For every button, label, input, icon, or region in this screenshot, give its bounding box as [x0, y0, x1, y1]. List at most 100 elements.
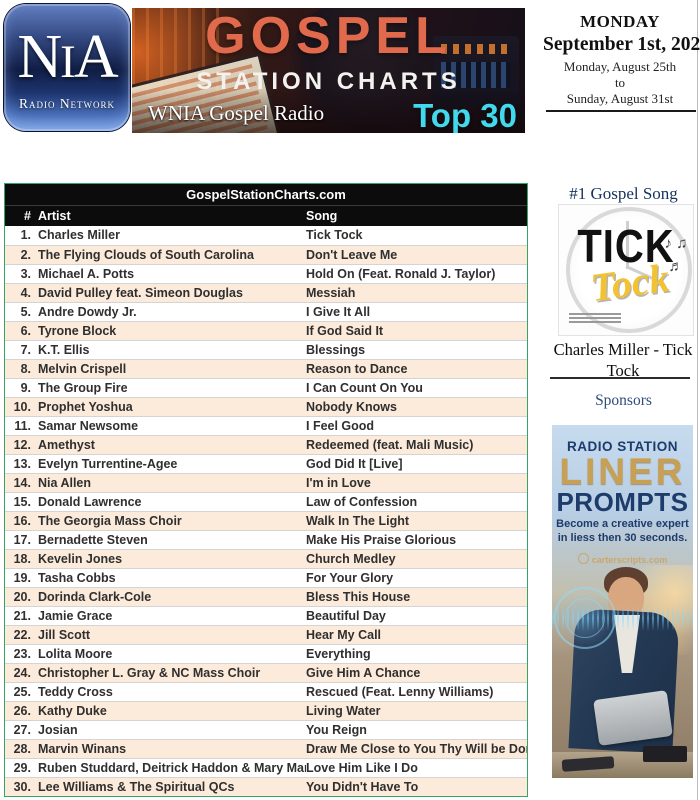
artist-cell: Michael A. Potts	[38, 267, 135, 281]
gospel-station-charts-banner: GOSPEL STATION CHARTS WNIA Gospel Radio …	[132, 8, 525, 133]
song-cell: Love Him Like I Do	[306, 761, 418, 775]
nia-radio-network-logo[interactable]: NIA Radio Network	[4, 4, 130, 131]
artist-cell: Teddy Cross	[38, 685, 113, 699]
artist-cell: Evelyn Turrentine-Agee	[38, 457, 178, 471]
song-cell: Everything	[306, 647, 371, 661]
table-row: 2. The Flying Clouds of South Carolina Don…	[5, 245, 527, 264]
liner-prompts-ad[interactable]: RADIO STATION LINER PROMPTS Become a cre…	[552, 425, 693, 778]
artist-cell: Lolita Moore	[38, 647, 113, 661]
table-row: 8. Melvin Crispell Reason to Dance	[5, 359, 527, 378]
top30-badge: Top 30	[413, 97, 517, 133]
song-cell: You Reign	[306, 723, 367, 737]
artist-cell: Dorinda Clark-Cole	[38, 590, 152, 604]
number-one-gospel-song-label: #1 Gospel Song	[569, 184, 678, 203]
song-cell: You Didn't Have To	[306, 780, 419, 794]
song-cell: I Give It All	[306, 305, 371, 319]
song-column-header: Song	[306, 209, 338, 223]
artist-cell: The Georgia Mass Choir	[38, 514, 182, 528]
chart-body: 1. Charles Miller Tick Tock 2. The Flying Cl…	[5, 226, 527, 796]
song-cell: For Your Glory	[306, 571, 394, 585]
rank-cell: 9.	[20, 381, 31, 395]
rank-cell: 17.	[13, 533, 31, 547]
table-row: 10. Prophet Yoshua Nobody Knows	[5, 397, 527, 416]
song-cell: Nobody Knows	[306, 400, 397, 414]
album-fineprint-graphic	[569, 313, 621, 325]
rank-cell: 5.	[20, 305, 31, 319]
song-cell: Blessings	[306, 343, 366, 357]
song-cell: Give Him A Chance	[306, 666, 421, 680]
date-label: September 1st, 2025	[543, 34, 700, 55]
table-row: 5. Andre Dowdy Jr. I Give It All	[5, 302, 527, 321]
song-cell: Redeemed (feat. Mali Music)	[306, 438, 474, 452]
song-cell: Reason to Dance	[306, 362, 408, 376]
table-row: 28. Marvin Winans Draw Me Close to You Thy…	[5, 739, 527, 758]
banner-subtitle: STATION CHARTS	[196, 68, 461, 95]
rank-cell: 14.	[13, 476, 31, 490]
table-row: 22. Jill Scott Hear My Call	[5, 625, 527, 644]
table-row: 9. The Group Fire I Can Count On You	[5, 378, 527, 397]
tick-tock-album-art: TICK Tock ♪ ♫ ♬	[559, 205, 693, 335]
rank-column-header: #	[24, 209, 31, 223]
table-row: 30. Lee Williams & The Spiritual QCs You D…	[5, 777, 527, 796]
song-cell: Living Water	[306, 704, 381, 718]
rank-cell: 19.	[13, 571, 31, 585]
ad-site-label: carterscripts.com	[591, 555, 668, 565]
businessman-photo-graphic	[552, 565, 693, 778]
date-block: MONDAY September 1st, 2025 Monday, Augus…	[543, 12, 700, 107]
banner-title: GOSPEL	[205, 8, 452, 65]
table-row: 15. Donald Lawrence Law of Confession	[5, 492, 527, 511]
ad-radio-station-label: RADIO STATION	[567, 439, 678, 454]
table-row: 19. Tasha Cobbs For Your Glory	[5, 568, 527, 587]
banner-bottom-shade	[132, 89, 525, 133]
artist-cell: Jamie Grace	[38, 609, 113, 623]
table-row: 23. Lolita Moore Everything	[5, 644, 527, 663]
rank-cell: 4.	[20, 286, 31, 300]
sponsors-link[interactable]: Sponsors	[595, 392, 652, 409]
table-header-row: # Artist Song	[5, 205, 527, 226]
table-row: 6. Tyrone Block If God Said It	[5, 321, 527, 340]
artist-cell: Andre Dowdy Jr.	[38, 305, 137, 319]
song-cell: Hold On (Feat. Ronald J. Taylor)	[306, 267, 496, 281]
song-cell: Draw Me Close to You Thy Will be Done	[306, 742, 527, 756]
rank-cell: 12.	[13, 438, 31, 452]
audio-waveform-graphic	[552, 605, 693, 631]
table-site-title: GospelStationCharts.com	[5, 184, 527, 205]
artist-cell: K.T. Ellis	[38, 343, 90, 357]
rank-cell: 22.	[13, 628, 31, 642]
song-cell: Bless This House	[306, 590, 411, 604]
rank-cell: 13.	[13, 457, 31, 471]
desk-graphic	[552, 746, 693, 778]
artist-cell: Lee Williams & The Spiritual QCs	[38, 780, 235, 794]
ad-tagline-line2: in liess then 30 seconds.	[557, 532, 688, 545]
rank-cell: 11.	[14, 419, 31, 433]
logo-subtitle: Radio Network	[18, 95, 116, 111]
artist-cell: Bernadette Steven	[38, 533, 148, 547]
artist-column-header: Artist	[38, 209, 71, 223]
artist-cell: Melvin Crispell	[38, 362, 127, 376]
song-cell: Rescued (Feat. Lenny Williams)	[306, 685, 494, 699]
rank-cell: 3.	[20, 267, 31, 281]
artist-cell: Christopher L. Gray & NC Mass Choir	[38, 666, 261, 680]
weekday-label: MONDAY	[580, 12, 660, 31]
rank-cell: 15.	[13, 495, 31, 509]
clock-face-graphic	[566, 207, 692, 333]
rank-cell: 18.	[13, 552, 31, 566]
artist-cell: Amethyst	[38, 438, 95, 452]
table-row: 11. Samar Newsome I Feel Good	[5, 416, 527, 435]
table-row: 29. Ruben Studdard, Deitrick Haddon & Mar…	[5, 758, 527, 777]
song-cell: Law of Confession	[306, 495, 418, 509]
song-cell: God Did It [Live]	[306, 457, 403, 471]
table-row: 18. Kevelin Jones Church Medley	[5, 549, 527, 568]
table-row: 7. K.T. Ellis Blessings	[5, 340, 527, 359]
rank-cell: 26.	[13, 704, 31, 718]
rank-cell: 23.	[13, 647, 31, 661]
song-cell: If God Said It	[306, 324, 384, 338]
ad-site-row: carterscripts.com	[552, 553, 693, 565]
date-divider	[546, 110, 696, 112]
station-name-label: WNIA Gospel Radio	[148, 101, 325, 125]
ad-prompts-label: PROMPTS	[556, 487, 689, 517]
rank-cell: 28.	[13, 742, 31, 756]
artist-cell: Samar Newsome	[38, 419, 139, 433]
artist-cell: Josian	[38, 723, 78, 737]
